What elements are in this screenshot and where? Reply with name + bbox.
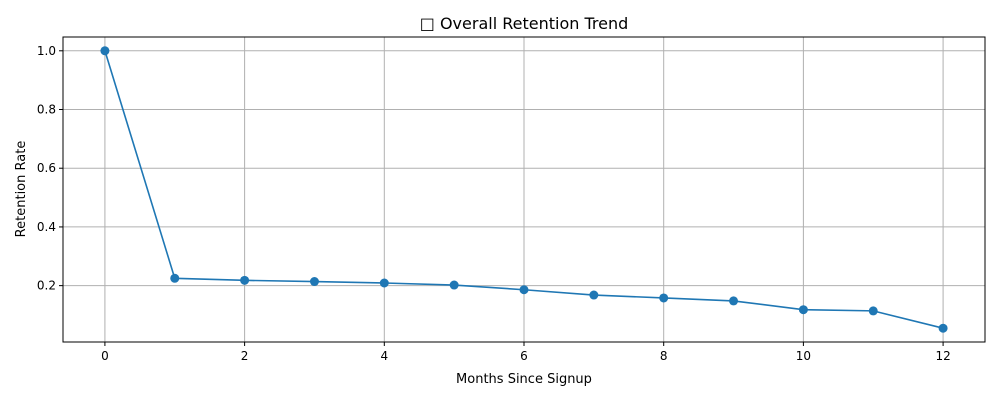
y-tick-label: 0.6 [37,161,56,175]
data-point [379,278,389,288]
axis-ticks: 0 2 4 6 8 10 12 0.2 0.4 0.6 0.8 1.0 [37,44,951,363]
data-point [240,275,250,285]
x-axis-label: Months Since Signup [456,372,592,387]
y-tick-label: 0.2 [37,279,56,293]
data-point [449,280,459,290]
x-tick-label: 10 [796,349,811,363]
x-tick-label: 0 [101,349,109,363]
data-point [729,296,739,306]
data-point [519,285,529,295]
data-point [309,277,319,287]
data-point [798,305,808,315]
grid-lines [63,37,985,342]
x-tick-label: 8 [660,349,668,363]
y-tick-label: 0.8 [37,103,56,117]
data-point [100,46,110,56]
data-point [170,273,180,283]
y-tick-label: 1.0 [37,44,56,58]
series-group [100,46,948,333]
x-tick-label: 4 [380,349,388,363]
y-tick-label: 0.4 [37,220,56,234]
x-tick-label: 6 [520,349,528,363]
data-point [589,290,599,300]
x-tick-label: 2 [241,349,249,363]
y-axis-label: Retention Rate [14,141,29,238]
x-tick-label: 12 [935,349,950,363]
data-point [659,293,669,303]
chart-title: □ Overall Retention Trend [420,14,629,33]
plot-frame [62,36,986,343]
data-point [938,323,948,333]
data-point [868,306,878,316]
